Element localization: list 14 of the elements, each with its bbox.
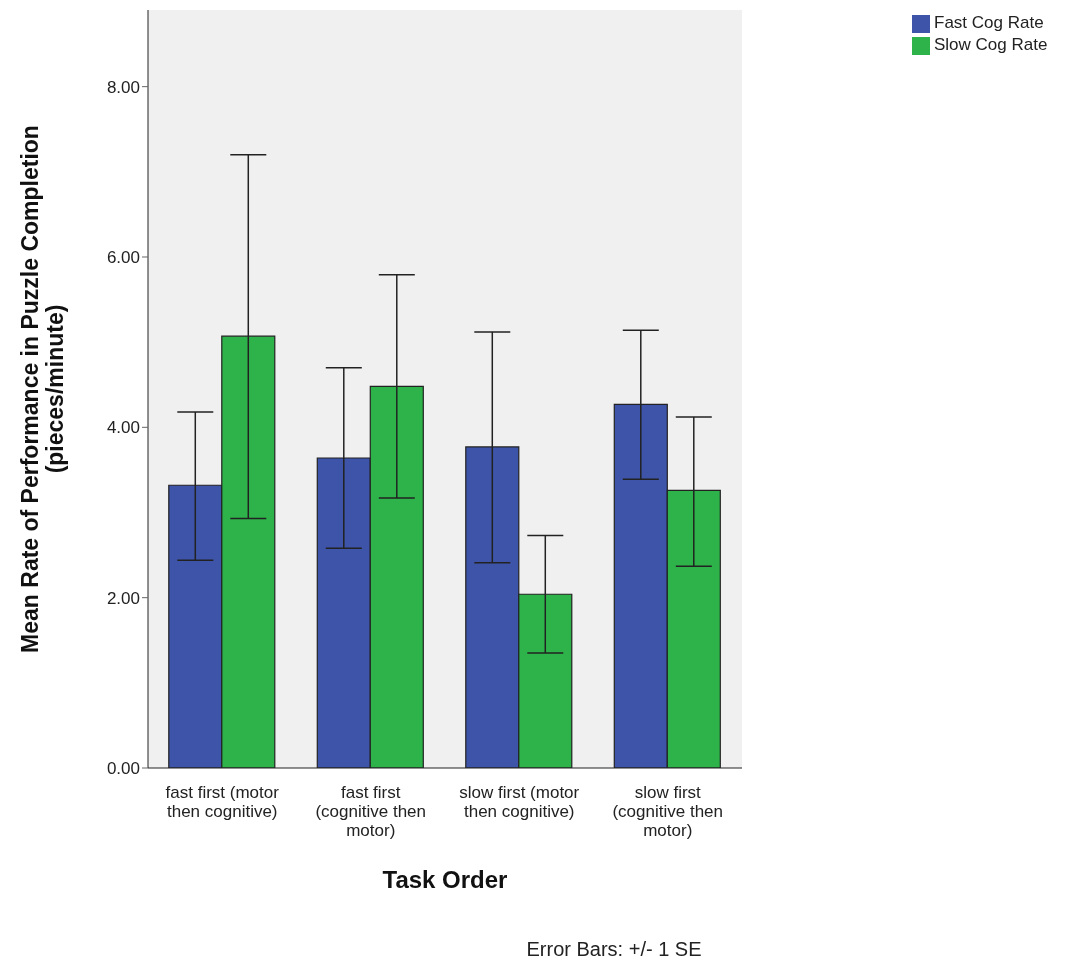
x-tick-label: slow first (motor then cognitive) [459,783,580,821]
y-tick-label: 4.00 [106,418,140,438]
x-tick-label: fast first (motor then cognitive) [165,783,280,821]
y-tick-label: 0.00 [106,759,140,779]
y-axis-title: Mean Rate of Performance in Puzzle Completion (pieces/minute) [17,125,68,653]
x-axis-title: Task Order [382,866,508,893]
x-tick-label: fast first (cognitive then motor) [315,783,427,840]
x-tick-label: slow first (cognitive then motor) [612,783,724,840]
y-tick-label: 8.00 [106,77,140,97]
y-tick-label: 2.00 [106,588,140,608]
legend-label: Fast Cog Rate [934,13,1044,32]
y-tick-label: 6.00 [106,248,140,268]
text: Error Bars: +/- 1 SE [525,938,703,961]
legend-label: Slow Cog Rate [934,35,1048,54]
